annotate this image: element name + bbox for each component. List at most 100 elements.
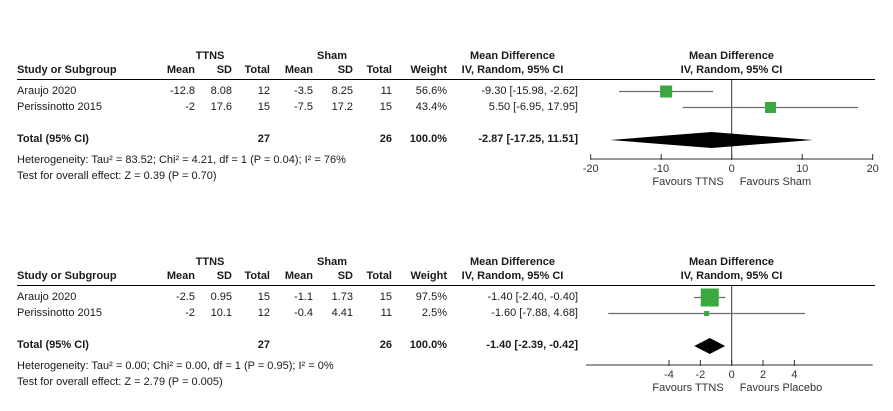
group2-header: Sham bbox=[317, 50, 347, 62]
favours-right-label: Favours Sham bbox=[740, 176, 812, 188]
pooled-diamond bbox=[694, 338, 726, 354]
sham-mean: -1.1 bbox=[294, 291, 313, 303]
axis-tick-label: -2 bbox=[695, 369, 705, 381]
md-column-subheader: IV, Random, 95% CI bbox=[461, 270, 564, 282]
ttns-mean: -2.5 bbox=[176, 291, 195, 303]
ttns-sd: 0.95 bbox=[210, 291, 232, 303]
axis-tick-label: 20 bbox=[867, 163, 879, 175]
sham-mean: -0.4 bbox=[294, 307, 313, 319]
overall-effect-text: Test for overall effect: Z = 2.79 (P = 0… bbox=[17, 376, 223, 388]
heterogeneity-text: Heterogeneity: Tau² = 83.52; Chi² = 4.21… bbox=[17, 154, 346, 166]
study-label: Perissinotto 2015 bbox=[17, 101, 102, 113]
overall-effect-text: Test for overall effect: Z = 0.39 (P = 0… bbox=[17, 170, 217, 182]
sd1-column-header: SD bbox=[216, 270, 232, 282]
ttns-mean: -2 bbox=[185, 307, 195, 319]
total-ttns-n: 27 bbox=[257, 339, 270, 351]
axis-tick-label: -10 bbox=[653, 163, 669, 175]
study-label: Araujo 2020 bbox=[17, 85, 77, 97]
mean2-column-header: Mean bbox=[284, 64, 313, 76]
mean1-column-header: Mean bbox=[166, 270, 195, 282]
sd2-column-header: SD bbox=[337, 270, 353, 282]
total-md-ci: -1.40 [-2.39, -0.42] bbox=[486, 339, 578, 351]
weight-value: 97.5% bbox=[415, 291, 447, 303]
study-label: Perissinotto 2015 bbox=[17, 307, 102, 319]
md-graph-subheader: IV, Random, 95% CI bbox=[680, 270, 783, 282]
ttns-total: 15 bbox=[257, 291, 270, 303]
axis-tick-label: 10 bbox=[796, 163, 808, 175]
md-ci-value: 5.50 [-6.95, 17.95] bbox=[488, 101, 578, 113]
ttns-mean: -12.8 bbox=[169, 85, 195, 97]
header-rule bbox=[17, 285, 875, 286]
sd1-column-header: SD bbox=[216, 64, 232, 76]
sham-sd: 8.25 bbox=[331, 85, 353, 97]
group1-header: TTNS bbox=[195, 50, 225, 62]
group1-header: TTNS bbox=[195, 256, 225, 268]
effect-square bbox=[700, 288, 719, 307]
total-ttns-n: 27 bbox=[257, 133, 270, 145]
sham-sd: 1.73 bbox=[331, 291, 353, 303]
weight-value: 2.5% bbox=[421, 307, 447, 319]
effect-square bbox=[704, 311, 710, 316]
axis-tick-label: 2 bbox=[760, 369, 766, 381]
header-rule bbox=[17, 79, 875, 80]
mean1-column-header: Mean bbox=[166, 64, 195, 76]
md-ci-value: -1.40 [-2.40, -0.40] bbox=[487, 291, 579, 303]
axis-tick-label: 0 bbox=[729, 369, 735, 381]
study-label: Araujo 2020 bbox=[17, 291, 77, 303]
sham-total: 15 bbox=[379, 291, 392, 303]
effect-square bbox=[660, 85, 673, 98]
study-column-header: Study or Subgroup bbox=[17, 270, 117, 282]
study-column-header: Study or Subgroup bbox=[17, 64, 117, 76]
ttns-total: 12 bbox=[257, 85, 270, 97]
total-md-ci: -2.87 [-17.25, 11.51] bbox=[478, 133, 578, 145]
axis-tick-label: -20 bbox=[583, 163, 599, 175]
total-label: Total (95% CI) bbox=[17, 339, 89, 351]
md-column-subheader: IV, Random, 95% CI bbox=[461, 64, 564, 76]
ttns-mean: -2 bbox=[185, 101, 195, 113]
sham-total: 11 bbox=[380, 85, 392, 97]
favours-left-label: Favours TTNS bbox=[652, 176, 723, 188]
weight-column-header: Weight bbox=[410, 64, 447, 76]
sham-mean: -7.5 bbox=[294, 101, 313, 113]
ttns-sd: 17.6 bbox=[210, 101, 232, 113]
favours-left-label: Favours TTNS bbox=[652, 382, 723, 394]
md-ci-value: -1.60 [-7.88, 4.68] bbox=[491, 307, 578, 319]
md-graph-title: Mean Difference bbox=[689, 50, 774, 62]
sham-mean: -3.5 bbox=[294, 85, 313, 97]
ttns-sd: 10.1 bbox=[210, 307, 232, 319]
total-sham-n: 26 bbox=[379, 133, 392, 145]
ttns-sd: 8.08 bbox=[210, 85, 232, 97]
total2-column-header: Total bbox=[366, 270, 392, 282]
heterogeneity-text: Heterogeneity: Tau² = 0.00; Chi² = 0.00,… bbox=[17, 360, 334, 372]
axis-tick-label: 4 bbox=[791, 369, 797, 381]
md-graph-subheader: IV, Random, 95% CI bbox=[680, 64, 783, 76]
total1-column-header: Total bbox=[244, 270, 270, 282]
ttns-total: 15 bbox=[257, 101, 270, 113]
total2-column-header: Total bbox=[366, 64, 392, 76]
sham-total: 15 bbox=[379, 101, 392, 113]
weight-value: 43.4% bbox=[415, 101, 447, 113]
axis-tick-label: 0 bbox=[729, 163, 735, 175]
total1-column-header: Total bbox=[244, 64, 270, 76]
md-ci-value: -9.30 [-15.98, -2.62] bbox=[481, 85, 578, 97]
effect-square bbox=[764, 102, 776, 113]
forest-plot-panel-1: TTNS Sham Mean Difference Mean Differenc… bbox=[0, 0, 893, 205]
weight-column-header: Weight bbox=[410, 270, 447, 282]
sham-total: 11 bbox=[380, 307, 392, 319]
total-weight: 100.0% bbox=[409, 133, 447, 145]
pooled-diamond bbox=[610, 132, 813, 148]
total-weight: 100.0% bbox=[409, 339, 447, 351]
total-sham-n: 26 bbox=[379, 339, 392, 351]
sham-sd: 4.41 bbox=[331, 307, 353, 319]
md-column-title: Mean Difference bbox=[470, 256, 555, 268]
ttns-total: 12 bbox=[257, 307, 270, 319]
favours-right-label: Favours Placebo bbox=[740, 382, 823, 394]
weight-value: 56.6% bbox=[415, 85, 447, 97]
mean2-column-header: Mean bbox=[284, 270, 313, 282]
md-graph-title: Mean Difference bbox=[689, 256, 774, 268]
sham-sd: 17.2 bbox=[331, 101, 353, 113]
total-label: Total (95% CI) bbox=[17, 133, 89, 145]
sd2-column-header: SD bbox=[337, 64, 353, 76]
group2-header: Sham bbox=[317, 256, 347, 268]
